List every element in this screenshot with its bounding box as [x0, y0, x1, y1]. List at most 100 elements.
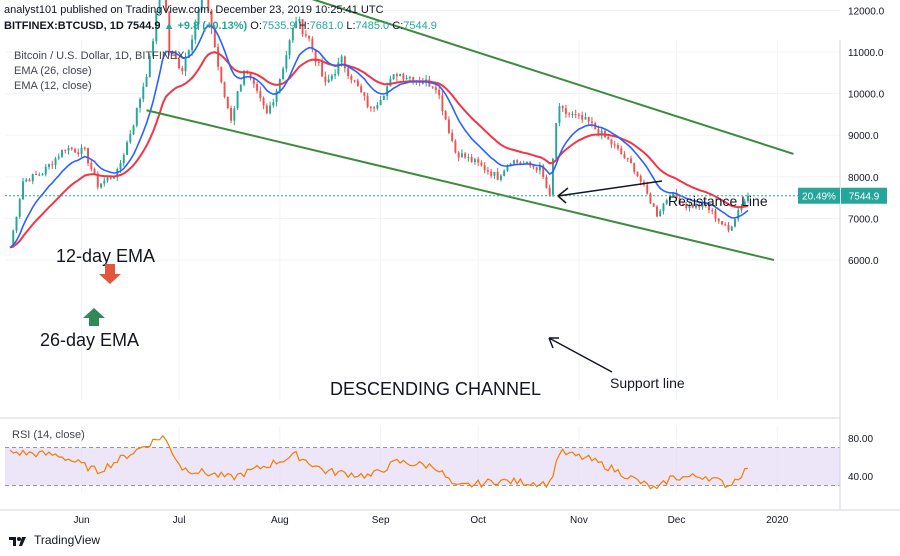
rsi-band-fill — [5, 447, 840, 486]
y-tick-label: 11000.0 — [848, 48, 884, 59]
candle-body — [512, 160, 515, 164]
candle — [207, 0, 210, 13]
candle-body — [337, 62, 340, 74]
candle-body — [25, 179, 28, 182]
support-pointer-icon — [548, 337, 613, 373]
resistance-pointer-icon — [557, 180, 663, 204]
candle-body — [28, 179, 31, 182]
candle — [259, 86, 262, 102]
candle — [714, 208, 717, 222]
candle-body — [386, 86, 389, 96]
price-axis[interactable]: 6000.0 7000.0 8000.0 9000.0 10000.0 11000.0 12… — [0, 0, 900, 526]
candle-body — [379, 100, 382, 106]
candle-body — [275, 91, 278, 103]
candle-body — [633, 163, 636, 172]
x-tick-label: Oct — [470, 515, 486, 526]
candle-body — [577, 114, 580, 116]
candle-body — [285, 55, 288, 69]
candle-body — [87, 148, 89, 164]
candle-body — [551, 158, 554, 195]
candle — [740, 204, 743, 213]
candle — [301, 19, 304, 37]
candle-body — [187, 50, 190, 58]
last-price: 7544.9 — [126, 20, 161, 32]
candle — [288, 39, 291, 60]
tradingview-brand: TradingView — [34, 533, 101, 547]
candle — [122, 152, 125, 167]
x-tick-label: Sep — [372, 515, 390, 526]
candle — [457, 151, 460, 162]
candle-body — [373, 107, 376, 109]
candle-body — [226, 96, 229, 109]
candle — [126, 140, 129, 156]
candle-body — [477, 159, 480, 163]
candle — [285, 50, 288, 73]
candle — [636, 171, 639, 178]
channel-annotation: DESCENDING CHANNEL — [330, 379, 541, 399]
candle — [535, 166, 538, 173]
candle — [230, 105, 233, 124]
candle — [616, 143, 619, 151]
ema26-legend[interactable]: EMA (26, close) — [14, 65, 92, 77]
candle-body — [51, 164, 54, 166]
candle-body — [269, 105, 272, 114]
up-arrow-icon — [83, 308, 105, 326]
candle-body — [369, 107, 372, 109]
candle — [80, 144, 83, 158]
last-price-badge: 20.49% 7544.9 — [798, 187, 887, 204]
candle — [659, 208, 662, 217]
candle — [148, 53, 151, 78]
candle-body — [15, 216, 18, 231]
tradingview-footer[interactable]: TradingView — [8, 533, 100, 547]
candle-body — [711, 210, 714, 212]
candle-body — [421, 82, 424, 84]
candle — [493, 171, 496, 179]
candle — [685, 202, 688, 211]
candle — [571, 111, 574, 118]
high-label: H: — [298, 20, 310, 32]
candle-body — [142, 86, 145, 100]
candle-body — [93, 168, 96, 174]
rsi-legend[interactable]: RSI (14, close) — [12, 429, 85, 441]
candle — [220, 66, 223, 84]
candle — [470, 153, 473, 163]
candle — [584, 112, 587, 120]
candle — [239, 84, 242, 93]
candle-body — [64, 149, 67, 151]
candle — [298, 16, 301, 23]
candle — [256, 81, 259, 94]
candle-body — [207, 0, 210, 11]
candle-body — [155, 12, 158, 42]
candle — [590, 117, 593, 128]
candle-body — [259, 90, 262, 99]
candle — [103, 177, 106, 187]
open-label: O: — [250, 20, 262, 32]
candle-body — [317, 61, 320, 63]
ema12-legend[interactable]: EMA (12, close) — [14, 80, 92, 92]
candle-body — [402, 73, 405, 80]
resistance-line — [311, 0, 794, 155]
candle — [57, 153, 60, 161]
candle — [291, 27, 294, 44]
candle-body — [103, 180, 106, 184]
candle-body — [126, 142, 129, 155]
candle — [226, 96, 229, 110]
candle-body — [295, 21, 298, 29]
candle-body — [122, 154, 125, 164]
candle-body — [438, 89, 441, 96]
candle-body — [607, 137, 610, 140]
candle-body — [506, 165, 509, 171]
candle — [451, 129, 454, 143]
resistance-annotation: Resistance Line — [668, 193, 768, 209]
candle — [132, 124, 135, 136]
candle — [704, 202, 707, 208]
y-tick-label: 7000.0 — [848, 214, 879, 225]
y-tick-label: 10000.0 — [848, 90, 885, 101]
candle — [265, 103, 268, 115]
y-tick-label: 9000.0 — [848, 131, 879, 142]
candle — [64, 149, 67, 154]
ema12-line — [9, 24, 749, 249]
candle-body — [571, 114, 574, 116]
candle-body — [629, 158, 632, 164]
